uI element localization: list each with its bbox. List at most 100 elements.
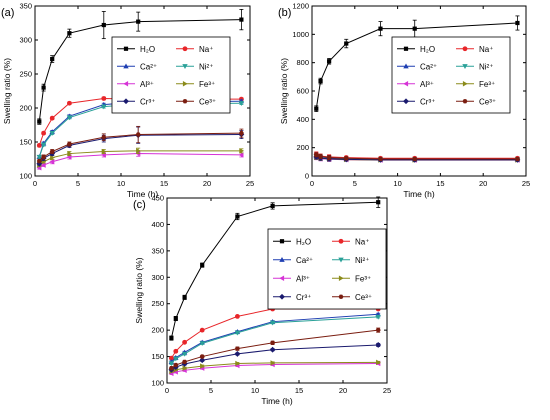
legend-label: H₂O [296, 237, 311, 246]
data-point [41, 130, 46, 136]
data-point [235, 314, 240, 319]
legend-marker [123, 98, 129, 105]
data-point [235, 360, 241, 367]
data-point [238, 130, 244, 136]
legend-marker [462, 64, 468, 69]
legend-label: Ca²⁺ [296, 256, 313, 265]
legend-marker [182, 46, 188, 52]
legend-marker [279, 257, 285, 262]
data-point [314, 106, 319, 111]
data-point [343, 156, 349, 161]
series [37, 8, 244, 125]
legend-label: Ce³⁺ [355, 293, 372, 302]
y-tick-label: 300 [151, 273, 164, 282]
data-point [36, 143, 42, 148]
data-point [199, 327, 205, 333]
legend-label: Fe³⁺ [199, 80, 215, 89]
legend: H₂O Na⁺ Ca²⁺ Ni²⁺ Al³⁺ Fe³⁺ Cr³⁺ Ce³⁺ [111, 36, 231, 114]
data-point [101, 148, 107, 155]
series [168, 314, 381, 367]
legend-marker [403, 46, 409, 51]
data-point [200, 363, 205, 369]
data-point [50, 154, 55, 161]
legend-box [391, 36, 511, 114]
legend-marker [279, 275, 285, 281]
data-point [377, 156, 383, 162]
legend-label: Al³⁺ [140, 80, 154, 89]
x-tick-label: 10 [251, 386, 259, 395]
data-point [326, 155, 332, 160]
chart-panel: (b) 0 5 10 15 20 25 0 200 400 600 800 1000 1200 Time (… [278, 2, 530, 200]
series [169, 196, 381, 341]
legend-marker [123, 46, 129, 51]
x-tick-label: 20 [479, 179, 487, 188]
data-point [101, 22, 106, 28]
y-tick-label: 400 [296, 115, 309, 124]
y-tick-label: 600 [296, 87, 309, 96]
y-tick-label: 450 [151, 194, 164, 203]
legend-marker [123, 63, 129, 69]
data-point [36, 158, 42, 164]
x-tick-label: 15 [295, 386, 303, 395]
y-axis-label: Swelling ratio (%) [279, 58, 289, 124]
legend-label: Fe³⁺ [479, 80, 495, 89]
y-tick-label: 1200 [292, 2, 309, 11]
y-tick-label: 200 [151, 326, 164, 335]
data-point [238, 152, 244, 158]
y-tick-label: 0 [305, 172, 309, 181]
data-point [37, 119, 42, 124]
data-point [101, 135, 107, 140]
data-point [49, 159, 55, 165]
data-point [136, 148, 141, 154]
data-point [200, 263, 205, 268]
data-point [515, 20, 520, 26]
x-tick-label: 5 [353, 179, 357, 188]
data-point [49, 149, 55, 154]
x-tick-label: 15 [160, 179, 168, 188]
data-point [270, 360, 276, 366]
legend-marker [182, 81, 188, 87]
legend-marker [462, 81, 468, 87]
plot-frame [166, 197, 388, 384]
legend-label: Ca²⁺ [420, 62, 437, 71]
legend-label: Na⁺ [199, 45, 213, 54]
x-axis-label: Time (h) [261, 396, 292, 406]
data-point [173, 348, 179, 354]
legend-marker [279, 239, 285, 244]
data-point [239, 148, 245, 154]
series [36, 126, 245, 167]
data-point [270, 203, 275, 209]
y-axis-label: Swelling ratio (%) [2, 58, 12, 124]
data-point [234, 346, 240, 351]
data-point [168, 366, 174, 371]
y-tick-label: 150 [19, 138, 32, 147]
data-point [173, 316, 178, 321]
legend-label: H₂O [140, 45, 155, 54]
legend-label: Ni²⁺ [199, 62, 213, 71]
chart-panel: (c) 0 5 10 15 20 25 100 150 200 250 300 350 400 450 Tim… [133, 194, 391, 407]
legend-marker [338, 238, 344, 244]
data-point [136, 19, 141, 24]
legend-marker [462, 46, 468, 52]
legend-label: Ca²⁺ [140, 62, 157, 71]
y-tick-label: 200 [296, 143, 309, 152]
legend-label: Fe³⁺ [355, 274, 371, 283]
data-point [40, 142, 47, 148]
x-tick-label: 20 [339, 386, 347, 395]
data-point [375, 327, 381, 333]
legend-label: H₂O [420, 45, 435, 54]
x-axis-label: Time (h) [403, 189, 434, 199]
legend-label: Cr³⁺ [420, 97, 435, 106]
data-point [378, 26, 383, 31]
legend-label: Ni²⁺ [479, 62, 493, 71]
data-point [41, 85, 46, 90]
legend-label: Al³⁺ [296, 274, 310, 283]
data-point [50, 56, 55, 62]
legend-marker [338, 294, 344, 299]
data-point [173, 362, 179, 368]
x-tick-label: 5 [76, 179, 80, 188]
legend-marker [338, 257, 344, 263]
legend-marker [182, 64, 188, 69]
legend-marker [123, 81, 129, 87]
